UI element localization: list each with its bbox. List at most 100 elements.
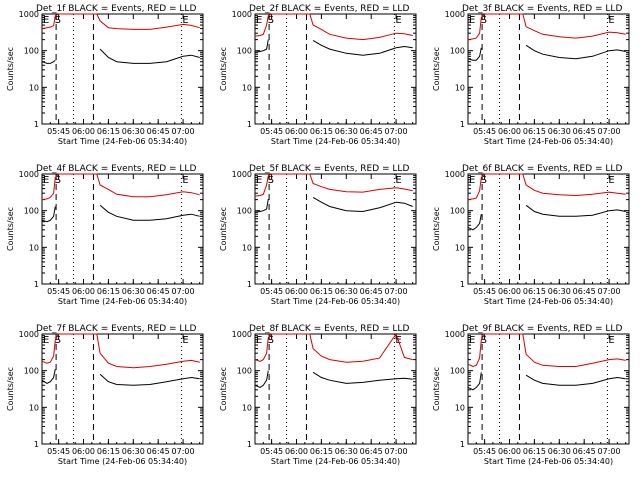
events-series-line: [254, 39, 413, 56]
y-tick-label: 10: [29, 403, 39, 412]
marker-S: S: [268, 175, 274, 186]
y-tick-label: 100: [237, 47, 252, 56]
lld-series-line: [41, 333, 200, 369]
marker-S: S: [481, 335, 487, 346]
panel-title: Det_4f BLACK = Events, RED = LLD: [36, 164, 196, 174]
x-tick-label: 06:30: [548, 447, 571, 456]
x-axis-label: Start Time (24-Feb-06 05:34:40): [271, 457, 400, 466]
x-tick-label: 06:45: [573, 447, 596, 456]
x-tick-label: 06:00: [285, 447, 308, 456]
lld-series-line: [467, 13, 626, 41]
x-tick-label: 06:15: [97, 447, 120, 456]
x-tick-label: 06:30: [335, 287, 358, 296]
marker-E: E: [256, 335, 262, 346]
x-axis-label: Start Time (24-Feb-06 05:34:40): [58, 137, 187, 146]
panel-title: Det_3f BLACK = Events, RED = LLD: [462, 4, 622, 14]
y-tick-label: 10: [29, 83, 39, 92]
marker-S: S: [268, 335, 274, 346]
x-tick-label: 05:45: [260, 447, 283, 456]
y-tick-label: 1000: [445, 330, 465, 339]
y-tick-label: 100: [24, 47, 39, 56]
plot-frame: [254, 333, 417, 445]
y-tick-label: 10: [242, 403, 252, 412]
x-axis-label: Start Time (24-Feb-06 05:34:40): [58, 297, 187, 306]
panel: Det_3f BLACK = Events, RED = LLD 1 10 100 10…: [432, 4, 630, 146]
x-tick-label: 06:00: [72, 287, 95, 296]
marker-E: E: [469, 335, 475, 346]
panel-title: Det_2f BLACK = Events, RED = LLD: [249, 4, 409, 14]
plot-frame: [467, 13, 630, 125]
x-tick-label: 07:00: [598, 287, 621, 296]
y-tick-label: 100: [237, 207, 252, 216]
x-tick-label: 06:15: [523, 287, 546, 296]
x-tick-label: 06:00: [498, 447, 521, 456]
x-tick-label: 06:15: [310, 287, 333, 296]
y-tick-label: 1000: [232, 10, 252, 19]
x-tick-label: 06:00: [72, 127, 95, 136]
y-tick-label: 1: [247, 120, 252, 129]
y-axis-label: Counts/sec: [6, 47, 15, 91]
y-tick-label: 1000: [19, 330, 39, 339]
panel-title: Det_1f BLACK = Events, RED = LLD: [36, 4, 196, 14]
marker-E: E: [43, 175, 49, 186]
x-tick-label: 06:00: [285, 287, 308, 296]
y-axis-label: Counts/sec: [219, 367, 228, 411]
marker-S: S: [481, 175, 487, 186]
x-tick-label: 06:45: [573, 287, 596, 296]
x-axis-label: Start Time (24-Feb-06 05:34:40): [271, 297, 400, 306]
marker-E: E: [256, 15, 262, 26]
x-tick-label: 06:45: [360, 447, 383, 456]
x-tick-label: 06:30: [548, 127, 571, 136]
y-tick-label: 1000: [445, 10, 465, 19]
x-tick-label: 07:00: [385, 127, 408, 136]
y-tick-label: 1: [34, 120, 39, 129]
marker-E: E: [395, 175, 401, 186]
y-axis-label: Counts/sec: [432, 47, 441, 91]
x-tick-label: 06:15: [97, 287, 120, 296]
x-tick-label: 05:45: [473, 127, 496, 136]
panel: Det_9f BLACK = Events, RED = LLD 1 10 100 10…: [432, 324, 630, 466]
y-tick-label: 10: [455, 403, 465, 412]
x-tick-label: 07:00: [385, 287, 408, 296]
events-series-line: [41, 48, 200, 64]
y-tick-label: 10: [455, 243, 465, 252]
x-tick-label: 06:45: [360, 127, 383, 136]
x-tick-label: 06:45: [360, 287, 383, 296]
y-tick-label: 100: [24, 367, 39, 376]
x-tick-label: 06:30: [122, 447, 145, 456]
x-tick-label: 05:45: [47, 287, 70, 296]
marker-E: E: [43, 335, 49, 346]
plot-frame: [41, 333, 204, 445]
panel: Det_1f BLACK = Events, RED = LLD 1 10 100 10…: [6, 4, 204, 146]
x-tick-label: 07:00: [598, 447, 621, 456]
marker-E: E: [469, 15, 475, 26]
x-tick-label: 07:00: [172, 127, 195, 136]
panel: Det_2f BLACK = Events, RED = LLD 1 10 100 10…: [219, 4, 417, 146]
marker-E: E: [395, 15, 401, 26]
x-tick-label: 07:00: [385, 447, 408, 456]
plot-frame: [41, 13, 204, 125]
y-tick-label: 1000: [232, 170, 252, 179]
x-tick-label: 06:00: [72, 447, 95, 456]
events-series-line: [41, 204, 200, 223]
plot-frame: [467, 173, 630, 285]
y-tick-label: 1000: [445, 170, 465, 179]
y-tick-label: 1: [34, 440, 39, 449]
marker-S: S: [268, 15, 274, 26]
panel-title: Det_7f BLACK = Events, RED = LLD: [36, 324, 196, 334]
y-tick-label: 1: [247, 280, 252, 289]
y-tick-label: 1000: [19, 170, 39, 179]
x-tick-label: 07:00: [172, 447, 195, 456]
x-tick-label: 06:30: [335, 447, 358, 456]
x-tick-label: 05:45: [47, 127, 70, 136]
y-axis-label: Counts/sec: [219, 47, 228, 91]
events-series-line: [41, 369, 200, 386]
events-series-line: [467, 44, 626, 61]
panel: Det_5f BLACK = Events, RED = LLD 1 10 100 10…: [219, 164, 417, 306]
marker-E: E: [182, 15, 188, 26]
x-tick-label: 06:15: [310, 127, 333, 136]
y-axis-label: Counts/sec: [6, 367, 15, 411]
y-tick-label: 10: [455, 83, 465, 92]
x-tick-label: 05:45: [473, 287, 496, 296]
